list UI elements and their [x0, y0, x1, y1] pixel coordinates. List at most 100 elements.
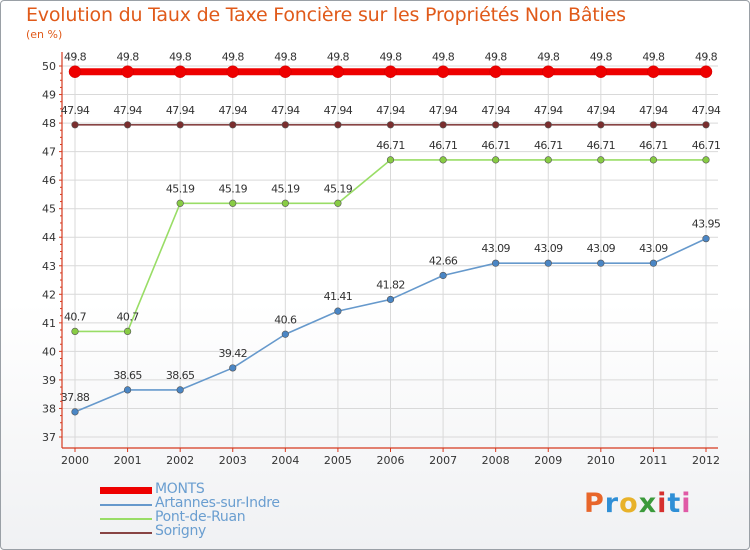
data-point	[331, 65, 345, 78]
data-point	[334, 307, 342, 315]
data-point	[492, 259, 500, 267]
data-point	[386, 295, 395, 304]
data-point	[492, 156, 500, 164]
data-label: 47.94	[166, 104, 195, 117]
y-tick-label: 49	[42, 89, 56, 102]
logo-letter: t	[667, 488, 682, 519]
data-label: 49.8	[64, 51, 87, 64]
data-point	[439, 156, 447, 164]
data-point	[123, 386, 132, 394]
data-point	[699, 65, 713, 78]
data-point	[68, 65, 82, 78]
x-tick-label: 2010	[587, 454, 615, 467]
y-tick-label: 39	[42, 374, 56, 387]
data-label: 47.94	[639, 104, 668, 117]
data-label: 47.94	[587, 104, 616, 117]
data-point	[702, 121, 710, 129]
data-point	[649, 259, 658, 267]
data-label: 46.71	[376, 139, 405, 152]
data-point	[597, 121, 605, 129]
y-tick-label: 45	[42, 203, 56, 216]
data-point	[229, 121, 237, 129]
data-point	[594, 65, 608, 78]
legend-swatch	[100, 487, 152, 494]
data-point	[176, 121, 184, 129]
chart-title: Evolution du Taux de Taxe Foncière sur l…	[26, 4, 626, 26]
data-point	[386, 156, 395, 164]
data-labels: 49.8 49.8 49.8 49.8 49.8 49.8 49.8 49.8 49.8 49.8…	[61, 51, 722, 404]
data-label: 39.42	[219, 347, 248, 360]
data-label: 47.94	[61, 104, 90, 117]
data-point	[229, 199, 237, 207]
y-tick-label: 37	[42, 431, 56, 444]
data-label: 46.71	[534, 139, 563, 152]
data-label: 46.71	[429, 139, 458, 152]
x-tick-label: 2003	[219, 454, 247, 467]
y-tick-label: 46	[42, 174, 56, 187]
data-point	[436, 65, 450, 78]
data-label: 49.8	[117, 51, 140, 64]
data-label: 47.94	[271, 104, 300, 117]
data-label: 40.7	[117, 310, 140, 323]
data-label: 43.09	[587, 242, 616, 255]
data-point	[71, 121, 79, 129]
data-label: 41.41	[324, 290, 353, 303]
data-label: 45.19	[324, 182, 353, 195]
y-tick-label: 40	[42, 345, 56, 358]
data-label: 47.94	[429, 104, 458, 117]
y-unit-label: (en %)	[26, 28, 63, 41]
x-tick-label: 2011	[639, 454, 667, 467]
data-label: 46.71	[639, 139, 668, 152]
data-label: 45.19	[166, 182, 195, 195]
data-label: 46.71	[587, 139, 616, 152]
y-tick-label: 38	[42, 402, 56, 415]
data-label: 49.8	[274, 51, 297, 64]
data-label: 40.6	[274, 313, 297, 326]
data-point	[123, 121, 132, 129]
x-tick-label: 2002	[166, 454, 194, 467]
data-point	[229, 364, 237, 372]
axes: 37 38 39 40 41 42 43 44 45 46 47 48 49 50 2000 2001 2002…	[42, 52, 720, 467]
data-point	[544, 259, 552, 267]
logo-letter: P	[584, 488, 605, 519]
data-point	[649, 121, 658, 129]
data-point	[386, 121, 395, 129]
data-label: 49.8	[537, 51, 560, 64]
logo-letter: i	[657, 488, 668, 519]
data-label: 46.71	[692, 139, 721, 152]
data-label: 49.8	[222, 51, 245, 64]
legend-swatch	[100, 518, 152, 520]
data-point	[544, 156, 552, 164]
data-point	[542, 65, 555, 78]
data-label: 49.8	[327, 51, 350, 64]
data-point	[702, 235, 710, 243]
legend-label: Artannes-sur-Indre	[155, 495, 280, 511]
x-tick-label: 2001	[114, 454, 142, 467]
data-label: 46.71	[481, 139, 510, 152]
legend-label: Pont-de-Ruan	[155, 509, 246, 525]
y-tick-label: 42	[42, 288, 56, 301]
data-label: 47.94	[481, 104, 510, 117]
data-label: 45.19	[271, 182, 300, 195]
data-label: 43.09	[481, 242, 510, 255]
data-label: 38.65	[166, 369, 195, 382]
data-point	[281, 121, 289, 129]
data-point	[123, 327, 132, 336]
data-point	[334, 121, 342, 129]
data-label: 42.66	[429, 254, 458, 267]
y-tick-label: 41	[42, 317, 56, 330]
data-label: 49.8	[169, 51, 192, 64]
y-tick-label: 43	[42, 260, 56, 273]
data-label: 47.94	[376, 104, 405, 117]
data-label: 49.8	[695, 51, 718, 64]
x-tick-label: 2009	[534, 454, 562, 467]
data-point	[597, 156, 605, 164]
data-point	[489, 65, 502, 78]
x-tick-label: 2008	[482, 454, 510, 467]
logo-letter: x	[638, 488, 658, 519]
data-point	[71, 327, 79, 336]
logo-letter: o	[619, 488, 639, 519]
data-point	[226, 65, 239, 78]
